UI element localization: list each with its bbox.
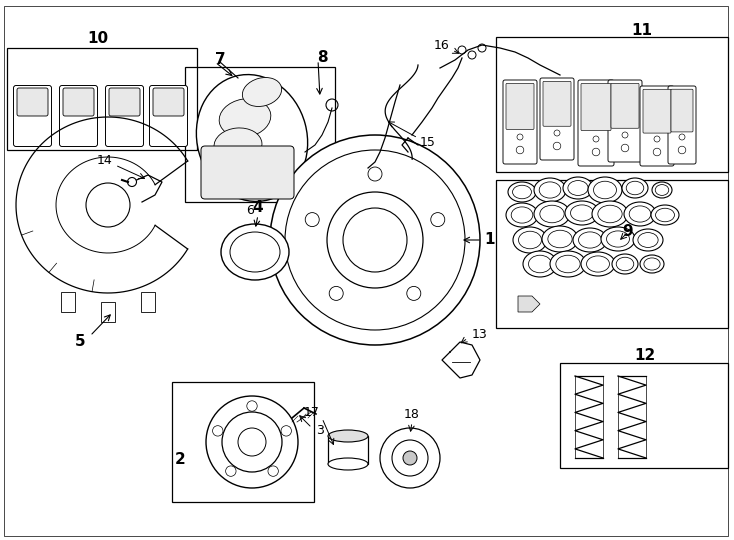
Circle shape <box>262 168 282 188</box>
Ellipse shape <box>221 224 289 280</box>
FancyBboxPatch shape <box>671 89 693 132</box>
Ellipse shape <box>592 201 628 227</box>
FancyBboxPatch shape <box>106 85 144 146</box>
FancyBboxPatch shape <box>540 78 574 160</box>
Text: 9: 9 <box>622 225 633 240</box>
Ellipse shape <box>550 251 586 277</box>
Ellipse shape <box>612 254 638 274</box>
Ellipse shape <box>242 78 282 106</box>
FancyBboxPatch shape <box>543 82 571 126</box>
Ellipse shape <box>542 226 578 252</box>
FancyBboxPatch shape <box>640 86 674 166</box>
FancyBboxPatch shape <box>668 86 696 164</box>
Text: 7: 7 <box>214 52 225 68</box>
Bar <box>496 180 728 328</box>
FancyBboxPatch shape <box>63 88 94 116</box>
Circle shape <box>224 164 252 192</box>
Bar <box>7 48 197 150</box>
Ellipse shape <box>534 178 566 202</box>
FancyBboxPatch shape <box>581 84 611 131</box>
FancyBboxPatch shape <box>150 85 187 146</box>
Ellipse shape <box>523 251 557 277</box>
Text: 3: 3 <box>316 423 324 436</box>
Text: 1: 1 <box>484 233 495 247</box>
Text: 6: 6 <box>246 204 254 217</box>
Ellipse shape <box>588 177 622 203</box>
Ellipse shape <box>328 430 368 442</box>
Text: 15: 15 <box>420 136 436 148</box>
Bar <box>101 302 115 322</box>
FancyBboxPatch shape <box>13 85 51 146</box>
FancyBboxPatch shape <box>608 80 642 162</box>
Ellipse shape <box>652 182 672 198</box>
Ellipse shape <box>640 255 664 273</box>
Bar <box>328 436 368 464</box>
Bar <box>141 292 155 312</box>
Ellipse shape <box>230 151 280 186</box>
Ellipse shape <box>197 75 308 201</box>
FancyBboxPatch shape <box>109 88 140 116</box>
FancyBboxPatch shape <box>503 80 537 164</box>
Ellipse shape <box>624 202 656 226</box>
Text: 4: 4 <box>252 200 264 215</box>
Ellipse shape <box>622 178 648 198</box>
FancyBboxPatch shape <box>506 83 534 130</box>
Text: 17: 17 <box>304 406 320 419</box>
Circle shape <box>206 396 298 488</box>
Ellipse shape <box>601 227 635 251</box>
Ellipse shape <box>506 203 538 227</box>
Ellipse shape <box>513 227 547 253</box>
Ellipse shape <box>633 229 663 251</box>
FancyBboxPatch shape <box>643 89 671 133</box>
Text: 10: 10 <box>87 30 109 45</box>
FancyBboxPatch shape <box>611 83 639 128</box>
Text: 13: 13 <box>472 327 488 341</box>
Circle shape <box>380 428 440 488</box>
Bar <box>61 292 75 312</box>
Ellipse shape <box>219 99 271 137</box>
FancyBboxPatch shape <box>153 88 184 116</box>
Text: 18: 18 <box>404 408 420 421</box>
Circle shape <box>128 178 137 186</box>
Bar <box>496 37 728 172</box>
Text: 12: 12 <box>634 348 655 362</box>
Ellipse shape <box>508 182 536 202</box>
Ellipse shape <box>214 128 262 162</box>
Ellipse shape <box>651 205 679 225</box>
Bar <box>172 382 314 502</box>
Ellipse shape <box>565 201 599 225</box>
FancyBboxPatch shape <box>17 88 48 116</box>
Text: 5: 5 <box>75 334 85 349</box>
Text: 14: 14 <box>97 153 113 166</box>
Bar <box>185 67 335 202</box>
Ellipse shape <box>581 252 615 276</box>
Text: 2: 2 <box>175 453 186 468</box>
Text: 8: 8 <box>316 51 327 65</box>
Ellipse shape <box>563 177 593 199</box>
Ellipse shape <box>328 458 368 470</box>
Ellipse shape <box>534 201 570 227</box>
Bar <box>560 363 728 468</box>
Polygon shape <box>518 296 540 312</box>
Circle shape <box>403 451 417 465</box>
Circle shape <box>270 135 480 345</box>
Ellipse shape <box>573 228 607 252</box>
FancyBboxPatch shape <box>59 85 98 146</box>
Text: 11: 11 <box>631 23 653 37</box>
FancyBboxPatch shape <box>578 80 614 166</box>
FancyBboxPatch shape <box>201 146 294 199</box>
Text: 16: 16 <box>434 39 450 52</box>
